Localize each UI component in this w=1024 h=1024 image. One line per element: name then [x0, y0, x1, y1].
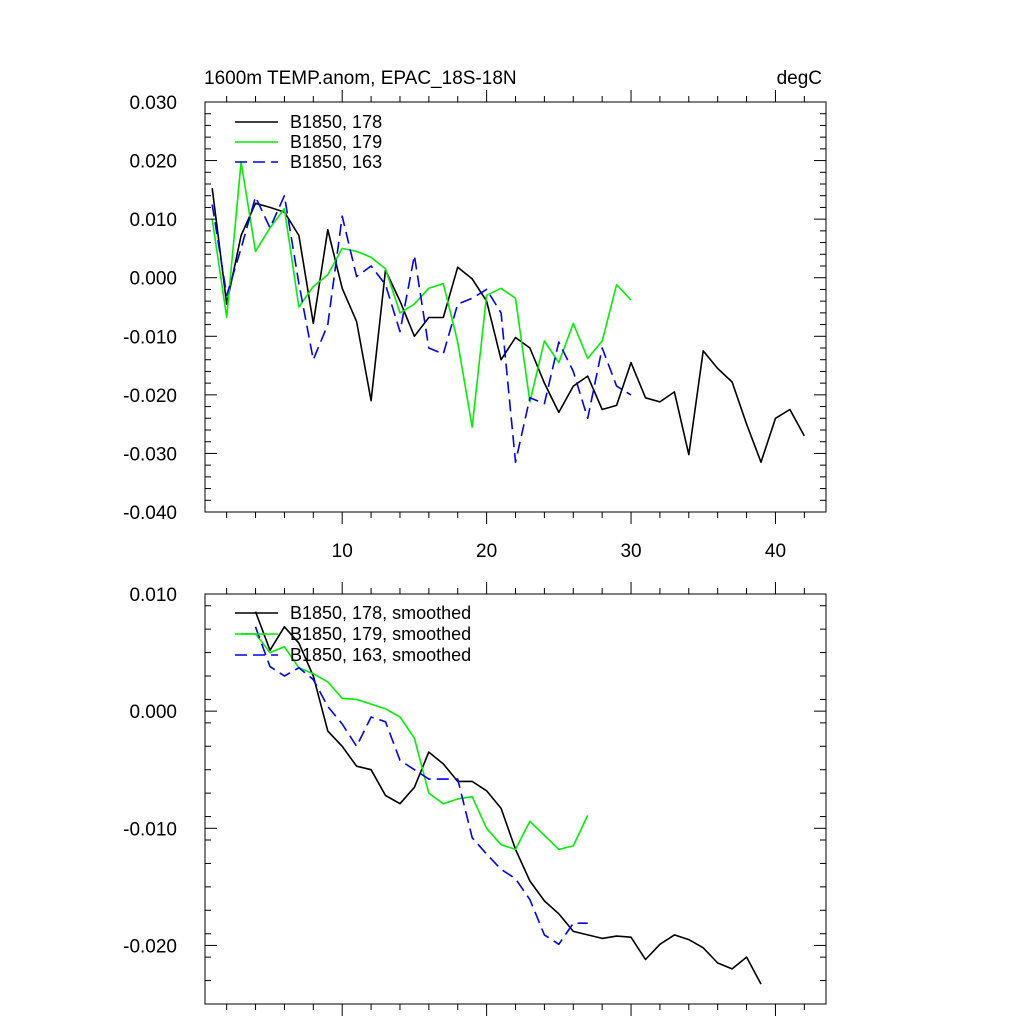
bottom-series-layer [241, 611, 762, 985]
top-series-line-0 [211, 188, 806, 464]
top-ytick-label: 0.000 [129, 269, 177, 290]
top-legend-label-1: B1850, 179 [290, 132, 382, 152]
top-ytick-label: -0.010 [123, 327, 177, 348]
top-ticks-layer [205, 90, 826, 524]
top-ytick-label: -0.040 [123, 503, 177, 524]
bottom-legend-label-0: B1850, 178, smoothed [290, 603, 471, 623]
top-legend-label-0: B1850, 178 [290, 112, 382, 132]
top-ytick-labels: 0.030 0.020 0.010 0.000 -0.010 -0.020 -0.030 -0… [123, 93, 177, 524]
top-ytick-label: -0.030 [123, 444, 177, 465]
top-series-line-1 [211, 160, 632, 428]
top-xtick-label: 40 [765, 541, 786, 562]
top-ytick-label: -0.020 [123, 386, 177, 407]
bottom-ytick-labels: 0.010 0.000 -0.010 -0.020 [123, 585, 177, 957]
bottom-series-line-0 [254, 611, 762, 985]
top-ytick-label: 0.020 [129, 152, 177, 173]
top-xtick-labels: 10 20 30 40 [332, 541, 786, 562]
bottom-legend-label-2: B1850, 163, smoothed [290, 645, 471, 665]
top-ytick-label: 0.010 [129, 210, 177, 231]
top-legend-label-2: B1850, 163 [290, 152, 382, 172]
top-xtick-label: 30 [620, 541, 641, 562]
bottom-ytick-label: 0.010 [129, 585, 177, 606]
bottom-ytick-label: -0.020 [123, 936, 177, 957]
top-xtick-label: 10 [332, 541, 353, 562]
top-ytick-label: 0.030 [129, 93, 177, 114]
top-panel: 1600m TEMP.anom, EPAC_18S-18N degC 0.030… [123, 68, 827, 562]
bottom-legend-label-1: B1850, 179, smoothed [290, 624, 471, 644]
bottom-ytick-label: 0.000 [129, 702, 177, 723]
bottom-series-line-1 [241, 632, 589, 851]
top-panel-units: degC [777, 68, 822, 89]
bottom-ticks-layer [205, 582, 826, 1016]
top-xtick-label: 20 [476, 541, 497, 562]
top-series-line-2 [211, 194, 632, 464]
bottom-series-line-2 [254, 626, 588, 946]
top-panel-title: 1600m TEMP.anom, EPAC_18S-18N [204, 68, 517, 89]
top-series-layer [211, 160, 806, 464]
bottom-panel: 0.010 0.000 -0.010 -0.020 B1850, 178, smoot… [123, 582, 827, 1016]
bottom-ytick-label: -0.010 [123, 819, 177, 840]
